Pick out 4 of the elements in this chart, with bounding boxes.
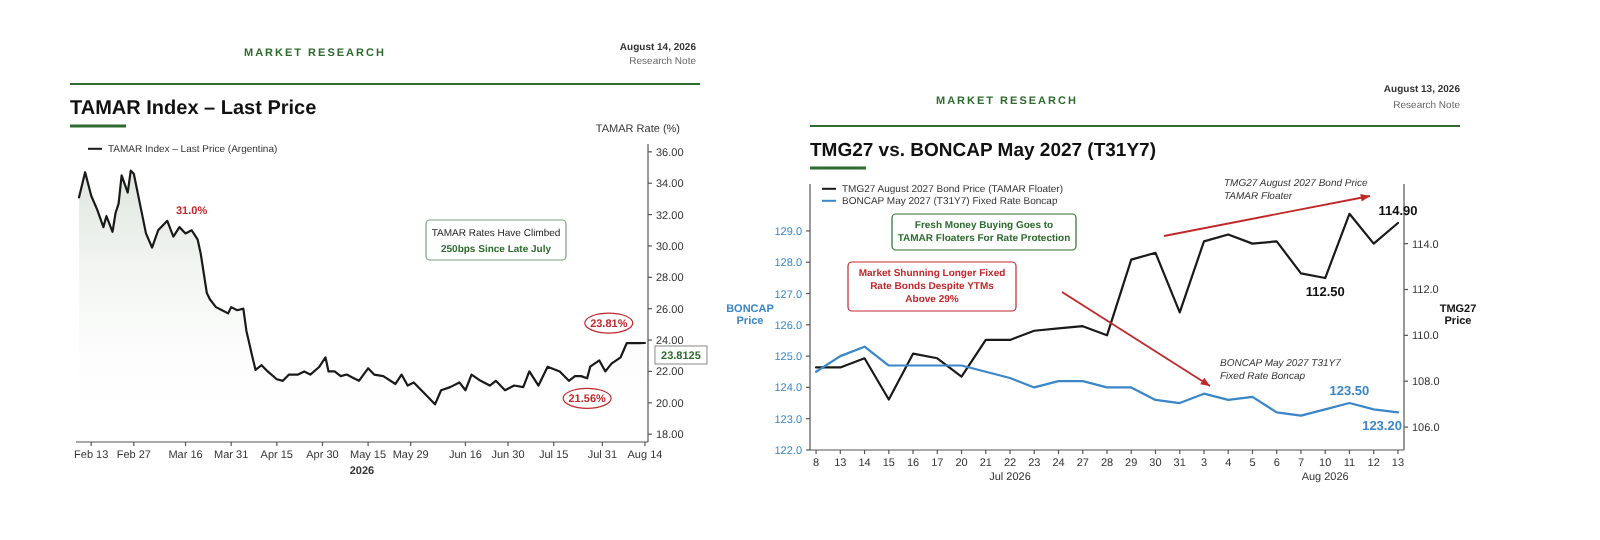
line-series (814, 212, 1400, 401)
chart-title: TAMAR Index – Last Price (70, 98, 318, 120)
line-series (814, 345, 1400, 417)
chart-title: TMG27 vs. BONCAP May 2027 (T31Y7) (810, 140, 1157, 162)
